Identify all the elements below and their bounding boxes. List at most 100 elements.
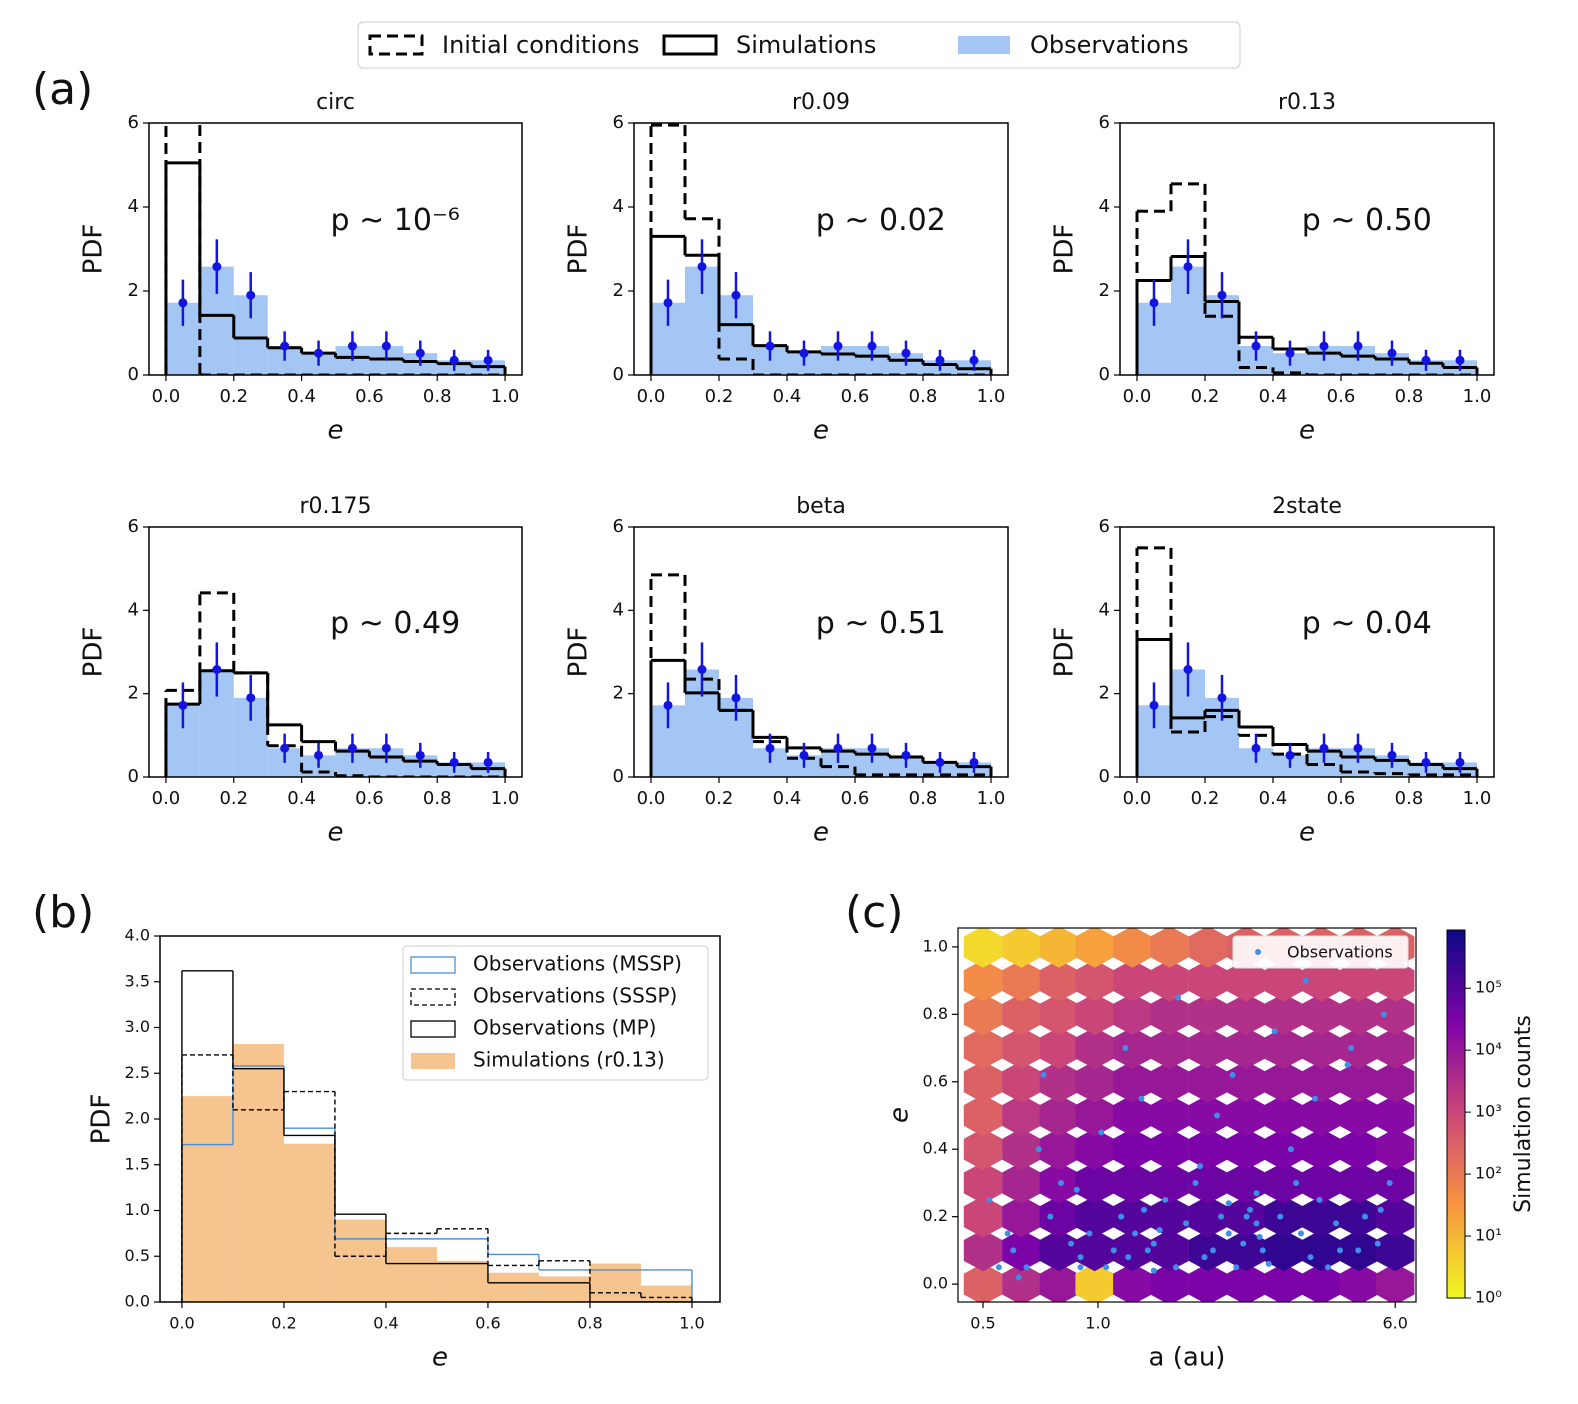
x-tick-label: 0.0: [1123, 386, 1152, 407]
x-tick-label: 1.0: [679, 1314, 704, 1333]
panel-label: (c): [845, 887, 904, 938]
hexbin-cell: [1339, 1263, 1379, 1302]
x-tick-label: 0.0: [637, 788, 666, 809]
hexbin-cell: [1039, 928, 1079, 968]
observation-point: [1298, 1230, 1305, 1237]
hexbin-cell: [1039, 993, 1079, 1036]
y-tick-label: 0.8: [923, 1004, 948, 1023]
hexbin-cell: [1039, 1195, 1079, 1238]
hexbin-cell: [1226, 1128, 1266, 1171]
error-point: [178, 298, 188, 308]
hexbin-cell: [1226, 1060, 1266, 1103]
observation-point: [1324, 1264, 1331, 1271]
hexbin-cell: [1113, 1195, 1152, 1238]
histogram-bar: [283, 1143, 335, 1302]
x-tick-label: 0.8: [1395, 788, 1424, 809]
hexbin-cell: [1226, 993, 1266, 1036]
error-point: [449, 355, 459, 365]
hexbin-cell: [1002, 993, 1041, 1036]
observation-point: [1307, 1254, 1314, 1261]
hexbin-cell: [1113, 1128, 1152, 1171]
error-point: [1149, 298, 1159, 308]
error-point: [765, 743, 775, 753]
hexbin-cell: [1301, 1128, 1341, 1171]
histogram-bar: [436, 1260, 488, 1302]
hexbin-cell: [1226, 1027, 1266, 1069]
error-point: [1455, 757, 1465, 767]
legend-label: Observations: [1287, 943, 1393, 962]
x-tick-label: 0.2: [219, 788, 248, 809]
x-tick-label: 0.2: [1191, 386, 1220, 407]
hexbin-cell: [1301, 1162, 1341, 1204]
hexbin-cell: [1113, 1060, 1152, 1103]
plot-area: [963, 928, 1415, 1302]
axes-frame: [1119, 526, 1495, 778]
hexbin-cell: [1075, 993, 1114, 1036]
hexbin-cell: [963, 1195, 1003, 1238]
hexbin-cell: [1226, 959, 1266, 1002]
hexbin-cell: [1301, 1094, 1341, 1137]
observation-point: [1175, 994, 1182, 1001]
hexbin-cell: [1002, 1094, 1041, 1137]
x-tick-label: 0.8: [909, 788, 938, 809]
y-tick-label: 0.0: [923, 1274, 948, 1293]
observation-point: [1253, 1220, 1260, 1227]
error-point: [1319, 743, 1329, 753]
hexbin-cell: [1150, 1229, 1189, 1272]
x-tick-label: 0.5: [970, 1314, 995, 1333]
error-point: [935, 757, 945, 767]
error-point: [314, 348, 324, 358]
observation-point: [1344, 1061, 1351, 1068]
x-tick-label: 0.8: [1395, 386, 1424, 407]
error-point: [867, 743, 877, 753]
legend-swatch: [410, 956, 456, 974]
x-tick-label: 0.6: [841, 386, 870, 407]
error-point: [1455, 355, 1465, 365]
legend-label: Observations (SSSP): [473, 984, 677, 1008]
observation-point: [1218, 1213, 1225, 1220]
histogram-bar: [487, 1272, 539, 1302]
x-tick-label: 0.8: [909, 386, 938, 407]
plot-area: [164, 591, 507, 777]
y-tick-label: 0.4: [923, 1139, 948, 1158]
legend-label: Observations: [1030, 31, 1189, 59]
hexbin-cell: [1188, 959, 1228, 1002]
hexbin-cell: [1339, 1027, 1379, 1069]
hexbin-cell: [1301, 1060, 1341, 1103]
hexbin-cell: [1339, 1195, 1379, 1238]
x-tick-label: 0.6: [1327, 788, 1356, 809]
subplot-title: 2state: [1272, 494, 1342, 519]
legend-box: [1232, 935, 1409, 969]
y-tick-label: 0: [128, 766, 139, 787]
hexbin-cell: [1075, 1229, 1114, 1272]
y-tick-label: 0: [613, 364, 624, 385]
hexbin-cell: [1226, 1229, 1266, 1272]
observation-point: [1141, 1206, 1148, 1213]
y-tick-label: 4: [613, 599, 624, 620]
observation-point: [1004, 1230, 1011, 1237]
observation-point: [1271, 1028, 1278, 1035]
p-value-annotation: p ~ 0.51: [816, 606, 946, 641]
observation-point: [1098, 1129, 1105, 1136]
error-point: [1319, 341, 1329, 351]
observation-point: [1377, 1206, 1384, 1213]
legend-swatch: [411, 1053, 455, 1069]
histogram-bar: [334, 1219, 386, 1302]
y-tick-label: 4.0: [125, 926, 150, 945]
x-axis-label: e: [328, 818, 344, 848]
legend-label: Initial conditions: [442, 31, 640, 59]
observation-point: [1197, 1163, 1204, 1170]
error-point: [901, 750, 911, 760]
y-axis-label: PDF: [1050, 627, 1080, 678]
x-tick-label: 0.2: [219, 386, 248, 407]
hexbin-cell: [1150, 1027, 1189, 1069]
hexbin-cell: [1301, 993, 1341, 1036]
y-tick-label: 1.0: [923, 936, 948, 955]
p-value-annotation: p ~ 0.02: [816, 203, 946, 238]
colorbar-tick-label: 10⁰: [1475, 1288, 1502, 1307]
observation-point: [1023, 1264, 1030, 1271]
legend-label: Observations (MP): [473, 1016, 657, 1040]
observation-point: [1132, 1230, 1139, 1237]
hexbin-cell: [1375, 1128, 1415, 1171]
error-point: [347, 743, 357, 753]
